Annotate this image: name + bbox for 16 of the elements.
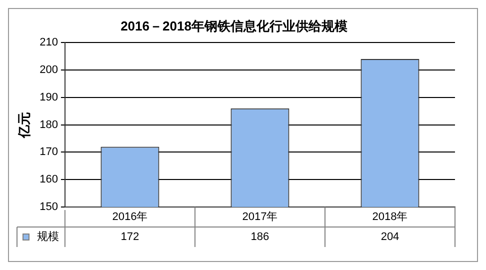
- y-tick-label: 180: [40, 118, 58, 131]
- data-label: 186: [250, 231, 270, 244]
- x-tick-label: 2017年: [242, 211, 278, 224]
- y-tick-label: 160: [40, 174, 58, 186]
- y-tick-label: 200: [40, 64, 58, 76]
- y-tick-label: 150: [40, 201, 58, 214]
- y-tick-label: 170: [40, 146, 58, 158]
- y-tick-label: 190: [40, 91, 58, 104]
- legend-label: 规模: [37, 231, 59, 244]
- y-tick-label: 210: [40, 36, 58, 49]
- x-tick-label: 2018年: [372, 211, 408, 224]
- data-label: 204: [380, 231, 400, 244]
- data-label: 172: [120, 231, 140, 244]
- chart-title: 2016－2018年钢铁信息化行业供给规模: [120, 18, 348, 34]
- y-axis-title: 亿元: [16, 112, 32, 139]
- x-tick-label: 2016年: [112, 211, 148, 224]
